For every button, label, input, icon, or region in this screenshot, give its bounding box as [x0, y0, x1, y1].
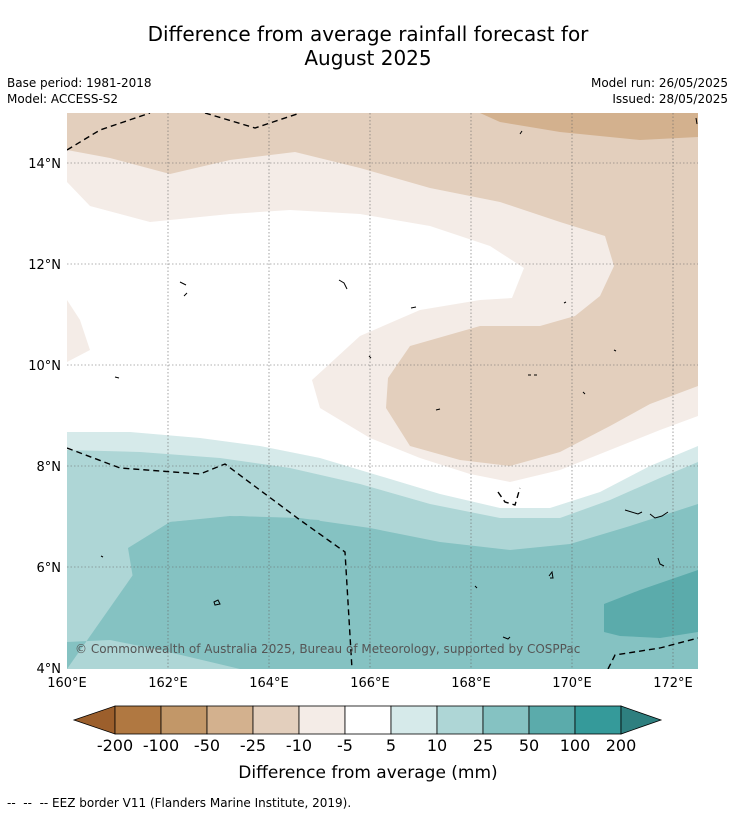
band-pos50-pos100: [604, 570, 698, 638]
band-pos25-pos50-west: [128, 516, 320, 630]
colorbar-label: Difference from average (mm): [238, 763, 497, 783]
colorbar-tick: 25: [473, 736, 493, 755]
colorbar-tick: 100: [560, 736, 591, 755]
lon-tick: 166°E: [350, 676, 390, 691]
eez-footnote: -- -- -- EEZ border V11 (Flanders Marine…: [7, 796, 352, 810]
lon-tick: 172°E: [653, 676, 693, 691]
rainfall-map: [67, 113, 698, 669]
map-title: Difference from average rainfall forecas…: [0, 22, 736, 70]
lon-tick: 168°E: [451, 676, 491, 691]
eez-borders: [67, 113, 698, 669]
lat-tick: 4°N: [37, 662, 62, 677]
colorbar-tick: 10: [427, 736, 447, 755]
colorbar-tick: -10: [286, 736, 312, 755]
colorbar-swatch: [206, 705, 254, 735]
colorbar-swatch: [252, 705, 300, 735]
colorbar-swatch: [574, 705, 622, 735]
issued-date: Issued: 28/05/2025: [612, 92, 728, 106]
band-neg5-left: [67, 300, 90, 362]
lon-tick: 162°E: [148, 676, 188, 691]
colorbar-swatch: [114, 705, 162, 735]
lat-tick: 14°N: [28, 157, 61, 172]
colorbar-extend-high: [620, 705, 663, 735]
colorbar-extend-low: [72, 705, 116, 735]
lon-tick: 170°E: [552, 676, 592, 691]
lat-tick: 10°N: [28, 359, 61, 374]
colorbar-tick: -100: [143, 736, 179, 755]
colorbar-tick: 5: [386, 736, 396, 755]
colorbar-swatch: [482, 705, 530, 735]
copyright-notice: © Commonwealth of Australia 2025, Bureau…: [75, 642, 580, 656]
title-line-1: Difference from average rainfall forecas…: [147, 22, 589, 46]
band-neg25-neg50: [480, 113, 698, 140]
graticule: [67, 113, 698, 669]
lat-tick: 12°N: [28, 258, 61, 273]
base-period: Base period: 1981-2018: [7, 76, 152, 90]
colorbar-swatch: [344, 705, 392, 735]
meta-left: Base period: 1981-2018 Model: ACCESS-S2: [7, 75, 152, 107]
lat-tick-labels: 14°N 12°N 10°N 8°N 6°N 4°N: [28, 157, 61, 677]
colorbar-tick: 50: [519, 736, 539, 755]
lon-tick: 160°E: [47, 676, 87, 691]
colorbar-tick: -50: [194, 736, 220, 755]
colorbar-swatch: [528, 705, 576, 735]
colorbar-tick: -25: [240, 736, 266, 755]
lat-tick: 8°N: [37, 460, 62, 475]
islands: [100, 117, 698, 640]
model-run: Model run: 26/05/2025: [590, 76, 728, 90]
colorbar-swatch: [298, 705, 346, 735]
colorbar-tick: -200: [97, 736, 133, 755]
colorbar-tick-labels: -200 -100 -50 -25 -10 -5 5 10 25 50 100 …: [97, 736, 636, 755]
lon-tick-labels: 160°E 162°E 164°E 166°E 168°E 170°E 172°…: [47, 676, 693, 691]
meta-right: Model run: 26/05/2025 Issued: 28/05/2025: [591, 75, 728, 107]
lon-tick: 164°E: [249, 676, 289, 691]
colorbar-swatch: [436, 705, 484, 735]
colorbar-swatch: [390, 705, 438, 735]
colorbar-tick: 200: [606, 736, 637, 755]
title-line-2: August 2025: [304, 46, 432, 70]
lat-tick: 6°N: [37, 561, 62, 576]
colorbar-swatch: [160, 705, 208, 735]
colorbar-tick: -5: [337, 736, 353, 755]
colorbar: [72, 705, 663, 735]
model-name: Model: ACCESS-S2: [7, 92, 119, 106]
